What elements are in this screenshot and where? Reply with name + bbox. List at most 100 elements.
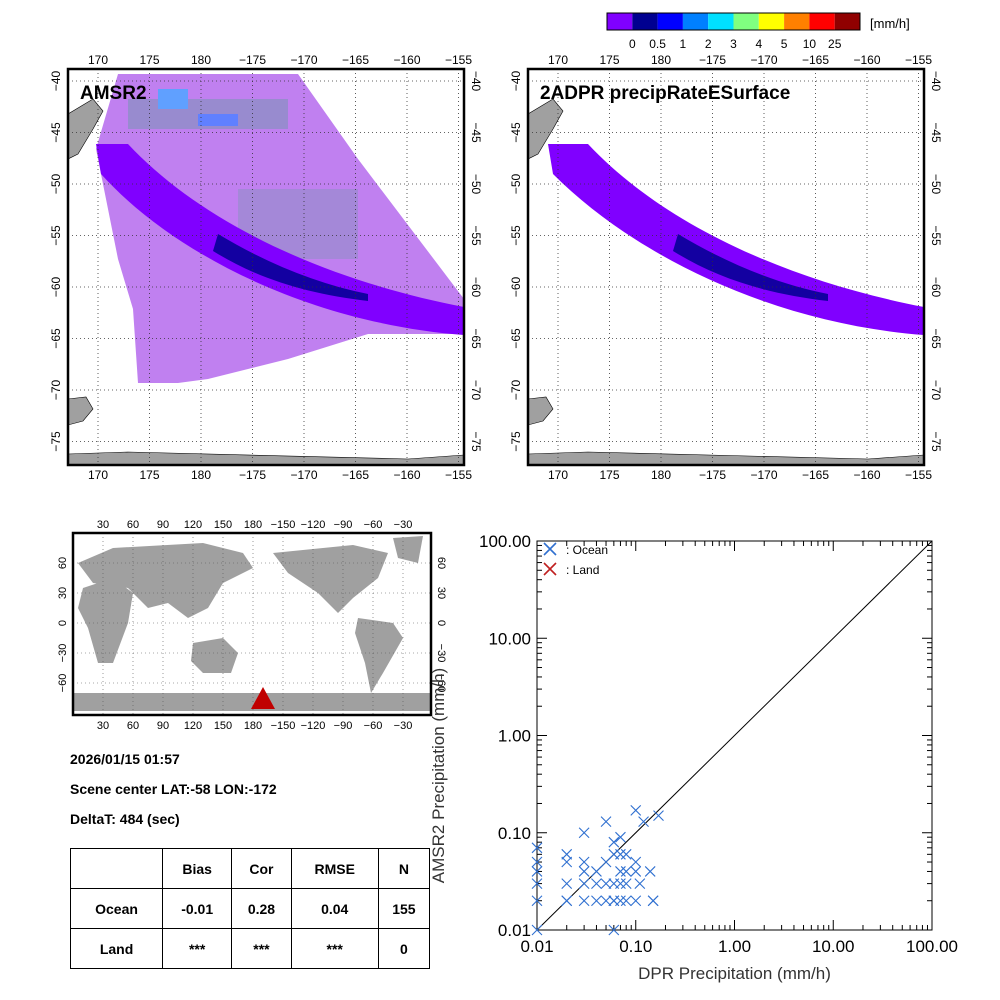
map-frame bbox=[66, 67, 466, 467]
colorbar-label: 1 bbox=[680, 37, 687, 51]
map-title: AMSR2 bbox=[80, 83, 147, 104]
lat-tick-label: −65 bbox=[509, 328, 523, 349]
map-content bbox=[528, 69, 924, 465]
antarctica-land bbox=[68, 451, 464, 465]
legend-label: : Land bbox=[566, 563, 599, 577]
legend-marker bbox=[543, 542, 557, 556]
data-point bbox=[615, 831, 626, 843]
data-point bbox=[591, 878, 602, 889]
lat-tick-label: 60 bbox=[57, 557, 69, 569]
data-point bbox=[531, 895, 543, 907]
island-land bbox=[68, 396, 94, 426]
lat-tick-label: −75 bbox=[929, 431, 943, 452]
x-tick-label: 0.10 bbox=[619, 937, 652, 956]
rain-patch bbox=[198, 114, 238, 126]
world-frame bbox=[71, 531, 433, 717]
stats-cell: 0 bbox=[377, 928, 431, 969]
data-point bbox=[608, 836, 620, 848]
data-point bbox=[630, 895, 642, 907]
stats-header-cell: N bbox=[377, 848, 431, 889]
lat-tick-label: −75 bbox=[469, 431, 483, 452]
land-mass bbox=[393, 536, 423, 563]
world-locator-map: 30 60 90 120 150 180 −150 −120 −90 −60 −30 30 60 90 12… bbox=[57, 519, 447, 732]
stats-header-row: Bias Cor RMSE N bbox=[69, 848, 431, 889]
lon-tick-label: −60 bbox=[364, 720, 383, 732]
lat-tick-label: −70 bbox=[509, 379, 523, 400]
stats-cell: 0.28 bbox=[231, 888, 292, 929]
scatter-chart: 0.010.01 0.10 0.10 1.00 1.00 10.00 10.00 100.00… bbox=[429, 532, 958, 983]
data-point bbox=[620, 848, 632, 860]
colorbar-cell bbox=[682, 13, 709, 30]
lat-tick-label: −55 bbox=[49, 225, 63, 246]
lat-tick-label: −45 bbox=[929, 122, 943, 143]
data-point bbox=[531, 842, 543, 854]
stats-header-cell: RMSE bbox=[290, 848, 379, 889]
data-point bbox=[531, 924, 543, 936]
x-axis-label: DPR Precipitation (mm/h) bbox=[638, 964, 831, 983]
lon-tick-label: 120 bbox=[184, 519, 202, 531]
lon-tick-label: 170 bbox=[88, 53, 108, 67]
lon-tick-label: 30 bbox=[97, 720, 109, 732]
lon-tick-label: −165 bbox=[802, 53, 829, 67]
lat-tick-label: −70 bbox=[469, 380, 483, 401]
rain-patch bbox=[158, 89, 188, 109]
colorbar-label: 4 bbox=[755, 37, 762, 51]
lat-tick-label: −40 bbox=[49, 70, 63, 91]
data-point bbox=[615, 866, 626, 877]
lon-tick-label: −170 bbox=[290, 468, 317, 482]
lon-tick-label: −175 bbox=[699, 53, 726, 67]
lon-tick-label: 150 bbox=[214, 519, 232, 531]
land-mass bbox=[273, 545, 388, 613]
dpr-swath-map: 170 170 175 175 180 180 −175 −175 −170 −170 −165 −1… bbox=[509, 53, 943, 482]
lat-tick-label: −65 bbox=[469, 328, 483, 349]
map-frame bbox=[526, 67, 926, 467]
lat-tick-label: 60 bbox=[435, 557, 447, 569]
legend-marker bbox=[543, 562, 557, 576]
lat-tick-label: −40 bbox=[469, 71, 483, 92]
legend-label: : Ocean bbox=[566, 543, 608, 557]
lon-tick-label: −120 bbox=[301, 720, 326, 732]
lon-tick-label: −150 bbox=[271, 720, 296, 732]
lat-tick-label: −45 bbox=[49, 122, 63, 143]
land-mass bbox=[78, 543, 253, 618]
data-point bbox=[591, 895, 602, 907]
lat-tick-label: −60 bbox=[469, 277, 483, 298]
lon-tick-label: −30 bbox=[394, 519, 413, 531]
lon-tick-label: −90 bbox=[334, 720, 353, 732]
lat-tick-label: −55 bbox=[469, 225, 483, 246]
lon-tick-label: −155 bbox=[445, 468, 472, 482]
colorbar-label: 3 bbox=[730, 37, 737, 51]
lat-tick-label: −50 bbox=[929, 174, 943, 195]
data-point bbox=[620, 866, 632, 877]
colorbar-label: 0.5 bbox=[649, 37, 666, 51]
x-tick-label: 100.00 bbox=[906, 937, 958, 956]
lon-tick-label: −160 bbox=[393, 53, 420, 67]
data-point bbox=[630, 856, 642, 868]
lat-tick-label: −45 bbox=[509, 122, 523, 143]
lon-tick-label: −155 bbox=[905, 468, 932, 482]
colorbar-label: 0 bbox=[629, 37, 636, 51]
data-point bbox=[600, 878, 612, 889]
stats-row-label: Ocean bbox=[69, 888, 164, 929]
data-point bbox=[591, 866, 602, 877]
lon-tick-label: 150 bbox=[214, 720, 232, 732]
stats-table: Bias Cor RMSE N Ocean -0.01 0.28 0.04 15… bbox=[69, 848, 431, 969]
colorbar-cell bbox=[733, 13, 759, 30]
data-point bbox=[634, 878, 646, 889]
scene-location-marker bbox=[251, 687, 275, 709]
stats-row-ocean: Ocean -0.01 0.28 0.04 155 bbox=[69, 888, 431, 929]
stats-cell: *** bbox=[231, 928, 292, 969]
colorbar-unit: [mm/h] bbox=[870, 16, 910, 31]
y-tick-label: 0.10 bbox=[498, 824, 531, 843]
lon-tick-label: −160 bbox=[853, 53, 880, 67]
map-title: 2ADPR precipRateESurface bbox=[540, 83, 790, 104]
lat-tick-label: −60 bbox=[509, 276, 523, 297]
lon-tick-label: −165 bbox=[802, 468, 829, 482]
stats-header-cell bbox=[69, 848, 164, 889]
stats-row-land: Land *** *** *** 0 bbox=[69, 928, 431, 969]
lon-tick-label: 175 bbox=[139, 53, 159, 67]
colorbar-label: 25 bbox=[828, 37, 842, 51]
data-point bbox=[630, 804, 642, 816]
lon-tick-label: 120 bbox=[184, 720, 202, 732]
lon-tick-label: 180 bbox=[191, 53, 211, 67]
